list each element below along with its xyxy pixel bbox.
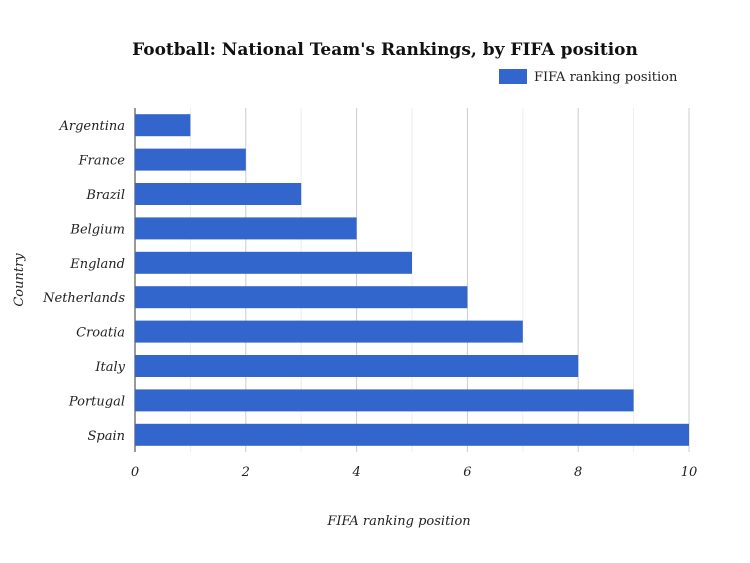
legend-label: FIFA ranking position bbox=[534, 70, 678, 85]
y-tick-label: Croatia bbox=[76, 326, 125, 341]
y-tick-label: Brazil bbox=[85, 188, 125, 203]
y-tick-label: Netherlands bbox=[42, 291, 125, 306]
y-tick-label: England bbox=[69, 257, 125, 272]
y-tick-label: Belgium bbox=[69, 222, 125, 237]
bar-brazil bbox=[135, 183, 302, 205]
bar-netherlands bbox=[135, 286, 468, 309]
bar-argentina bbox=[135, 114, 191, 137]
bar-england bbox=[135, 251, 412, 274]
y-tick-label: Portugal bbox=[68, 394, 125, 409]
legend-swatch bbox=[499, 69, 527, 84]
bar-italy bbox=[135, 355, 579, 377]
x-tick-label: 0 bbox=[131, 465, 139, 480]
x-tick-label: 10 bbox=[681, 465, 698, 480]
y-tick-label: Argentina bbox=[59, 119, 126, 134]
y-tick-label: Italy bbox=[94, 360, 125, 375]
bar-portugal bbox=[135, 389, 634, 412]
x-tick-label: 8 bbox=[574, 465, 582, 480]
bar-france bbox=[135, 148, 246, 171]
y-axis-label: Country bbox=[12, 253, 27, 307]
bar-spain bbox=[135, 423, 689, 446]
x-tick-label: 2 bbox=[241, 465, 250, 480]
x-axis-label: FIFA ranking position bbox=[326, 514, 470, 529]
y-tick-label: France bbox=[78, 154, 126, 169]
chart-title: Football: National Team's Rankings, by F… bbox=[132, 40, 638, 60]
bar-croatia bbox=[135, 320, 523, 343]
x-tick-label: 6 bbox=[463, 465, 471, 480]
bar-belgium bbox=[135, 217, 357, 240]
y-tick-label: Spain bbox=[87, 429, 125, 444]
x-tick-label: 4 bbox=[351, 465, 360, 480]
